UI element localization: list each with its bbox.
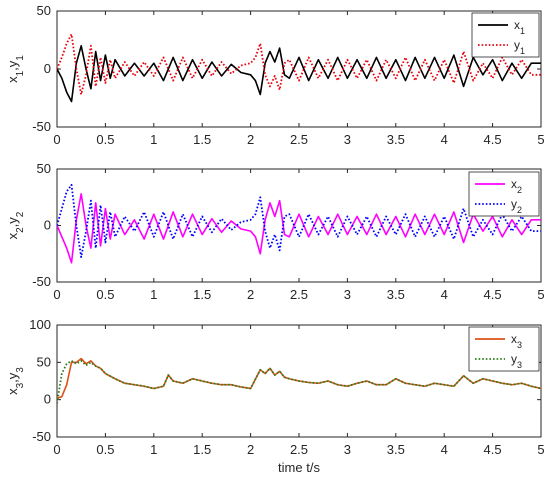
x-tick-label: 0.5 [96, 442, 114, 457]
y-axis-label: x3,y3 [5, 367, 26, 395]
x-tick-label: 3 [344, 442, 351, 457]
y-axis-label: x2,y2 [5, 211, 26, 239]
x-tick-label: 5 [537, 132, 544, 147]
legend-label: y2 [511, 197, 522, 215]
panel-3: 0 0.5 1 1.5 2 2.5 3 3.5 4 4.5 5-50050100x3,y3time … [5, 317, 545, 475]
x-tick-label: 0 [53, 287, 60, 302]
y-tick-label: 100 [29, 317, 51, 332]
legend-box [471, 12, 540, 58]
x-tick-label: 4 [441, 442, 448, 457]
x-tick-label: 4 [441, 287, 448, 302]
x-tick-label: 3.5 [387, 287, 405, 302]
legend-label: x1 [514, 18, 525, 36]
series-line-x1 [57, 44, 541, 103]
x-tick-label: 2.5 [290, 442, 308, 457]
x-tick-label: 2 [247, 132, 254, 147]
y-tick-label: 0 [44, 61, 51, 76]
x-tick-label: 3.5 [387, 442, 405, 457]
legend-label: y1 [514, 38, 525, 56]
x-axis-label: time t/s [278, 460, 320, 475]
x-tick-label: 5 [537, 287, 544, 302]
x-tick-label: 4.5 [484, 132, 502, 147]
x-tick-label: 5 [537, 442, 544, 457]
plot-area [56, 168, 542, 283]
x-tick-label: 1 [150, 287, 157, 302]
series-line-y2 [57, 183, 541, 259]
x-tick-label: 1.5 [193, 132, 211, 147]
series-line-y3 [57, 359, 541, 404]
legend-label: x3 [511, 332, 522, 350]
x-tick-label: 0 [53, 132, 60, 147]
x-tick-label: 3 [344, 132, 351, 147]
x-tick-label: 2.5 [290, 132, 308, 147]
y-tick-label: 50 [37, 161, 51, 176]
legend-label: x2 [511, 177, 522, 195]
x-tick-label: 4 [441, 132, 448, 147]
x-tick-label: 0.5 [96, 287, 114, 302]
x-tick-label: 4.5 [484, 287, 502, 302]
x-tick-label: 2 [247, 287, 254, 302]
x-tick-label: 3.5 [387, 132, 405, 147]
series-group [57, 183, 541, 264]
x-tick-label: 2.5 [290, 287, 308, 302]
legend-label: y3 [511, 352, 522, 370]
plot-area [56, 10, 542, 128]
y-tick-label: -50 [32, 429, 51, 444]
y-tick-label: -50 [32, 119, 51, 134]
y-tick-label: 50 [37, 3, 51, 18]
x-tick-label: 1.5 [193, 442, 211, 457]
x-tick-label: 0 [53, 442, 60, 457]
y-tick-label: -50 [32, 274, 51, 289]
y-axis-label: x1,y1 [5, 55, 26, 83]
legend-box [468, 171, 540, 217]
x-tick-label: 1.5 [193, 287, 211, 302]
y-tick-label: 0 [44, 218, 51, 233]
legend-box [468, 326, 540, 372]
y-tick-label: 50 [37, 354, 51, 369]
x-tick-label: 3 [344, 287, 351, 302]
x-tick-label: 1 [150, 442, 157, 457]
series-line-y1 [57, 33, 541, 96]
series-line-x2 [57, 193, 541, 264]
series-group [57, 33, 541, 103]
series-group [57, 357, 541, 404]
x-tick-label: 4.5 [484, 442, 502, 457]
y-tick-label: 0 [44, 392, 51, 407]
x-tick-label: 1 [150, 132, 157, 147]
x-tick-label: 0.5 [96, 132, 114, 147]
x-tick-label: 2 [247, 442, 254, 457]
